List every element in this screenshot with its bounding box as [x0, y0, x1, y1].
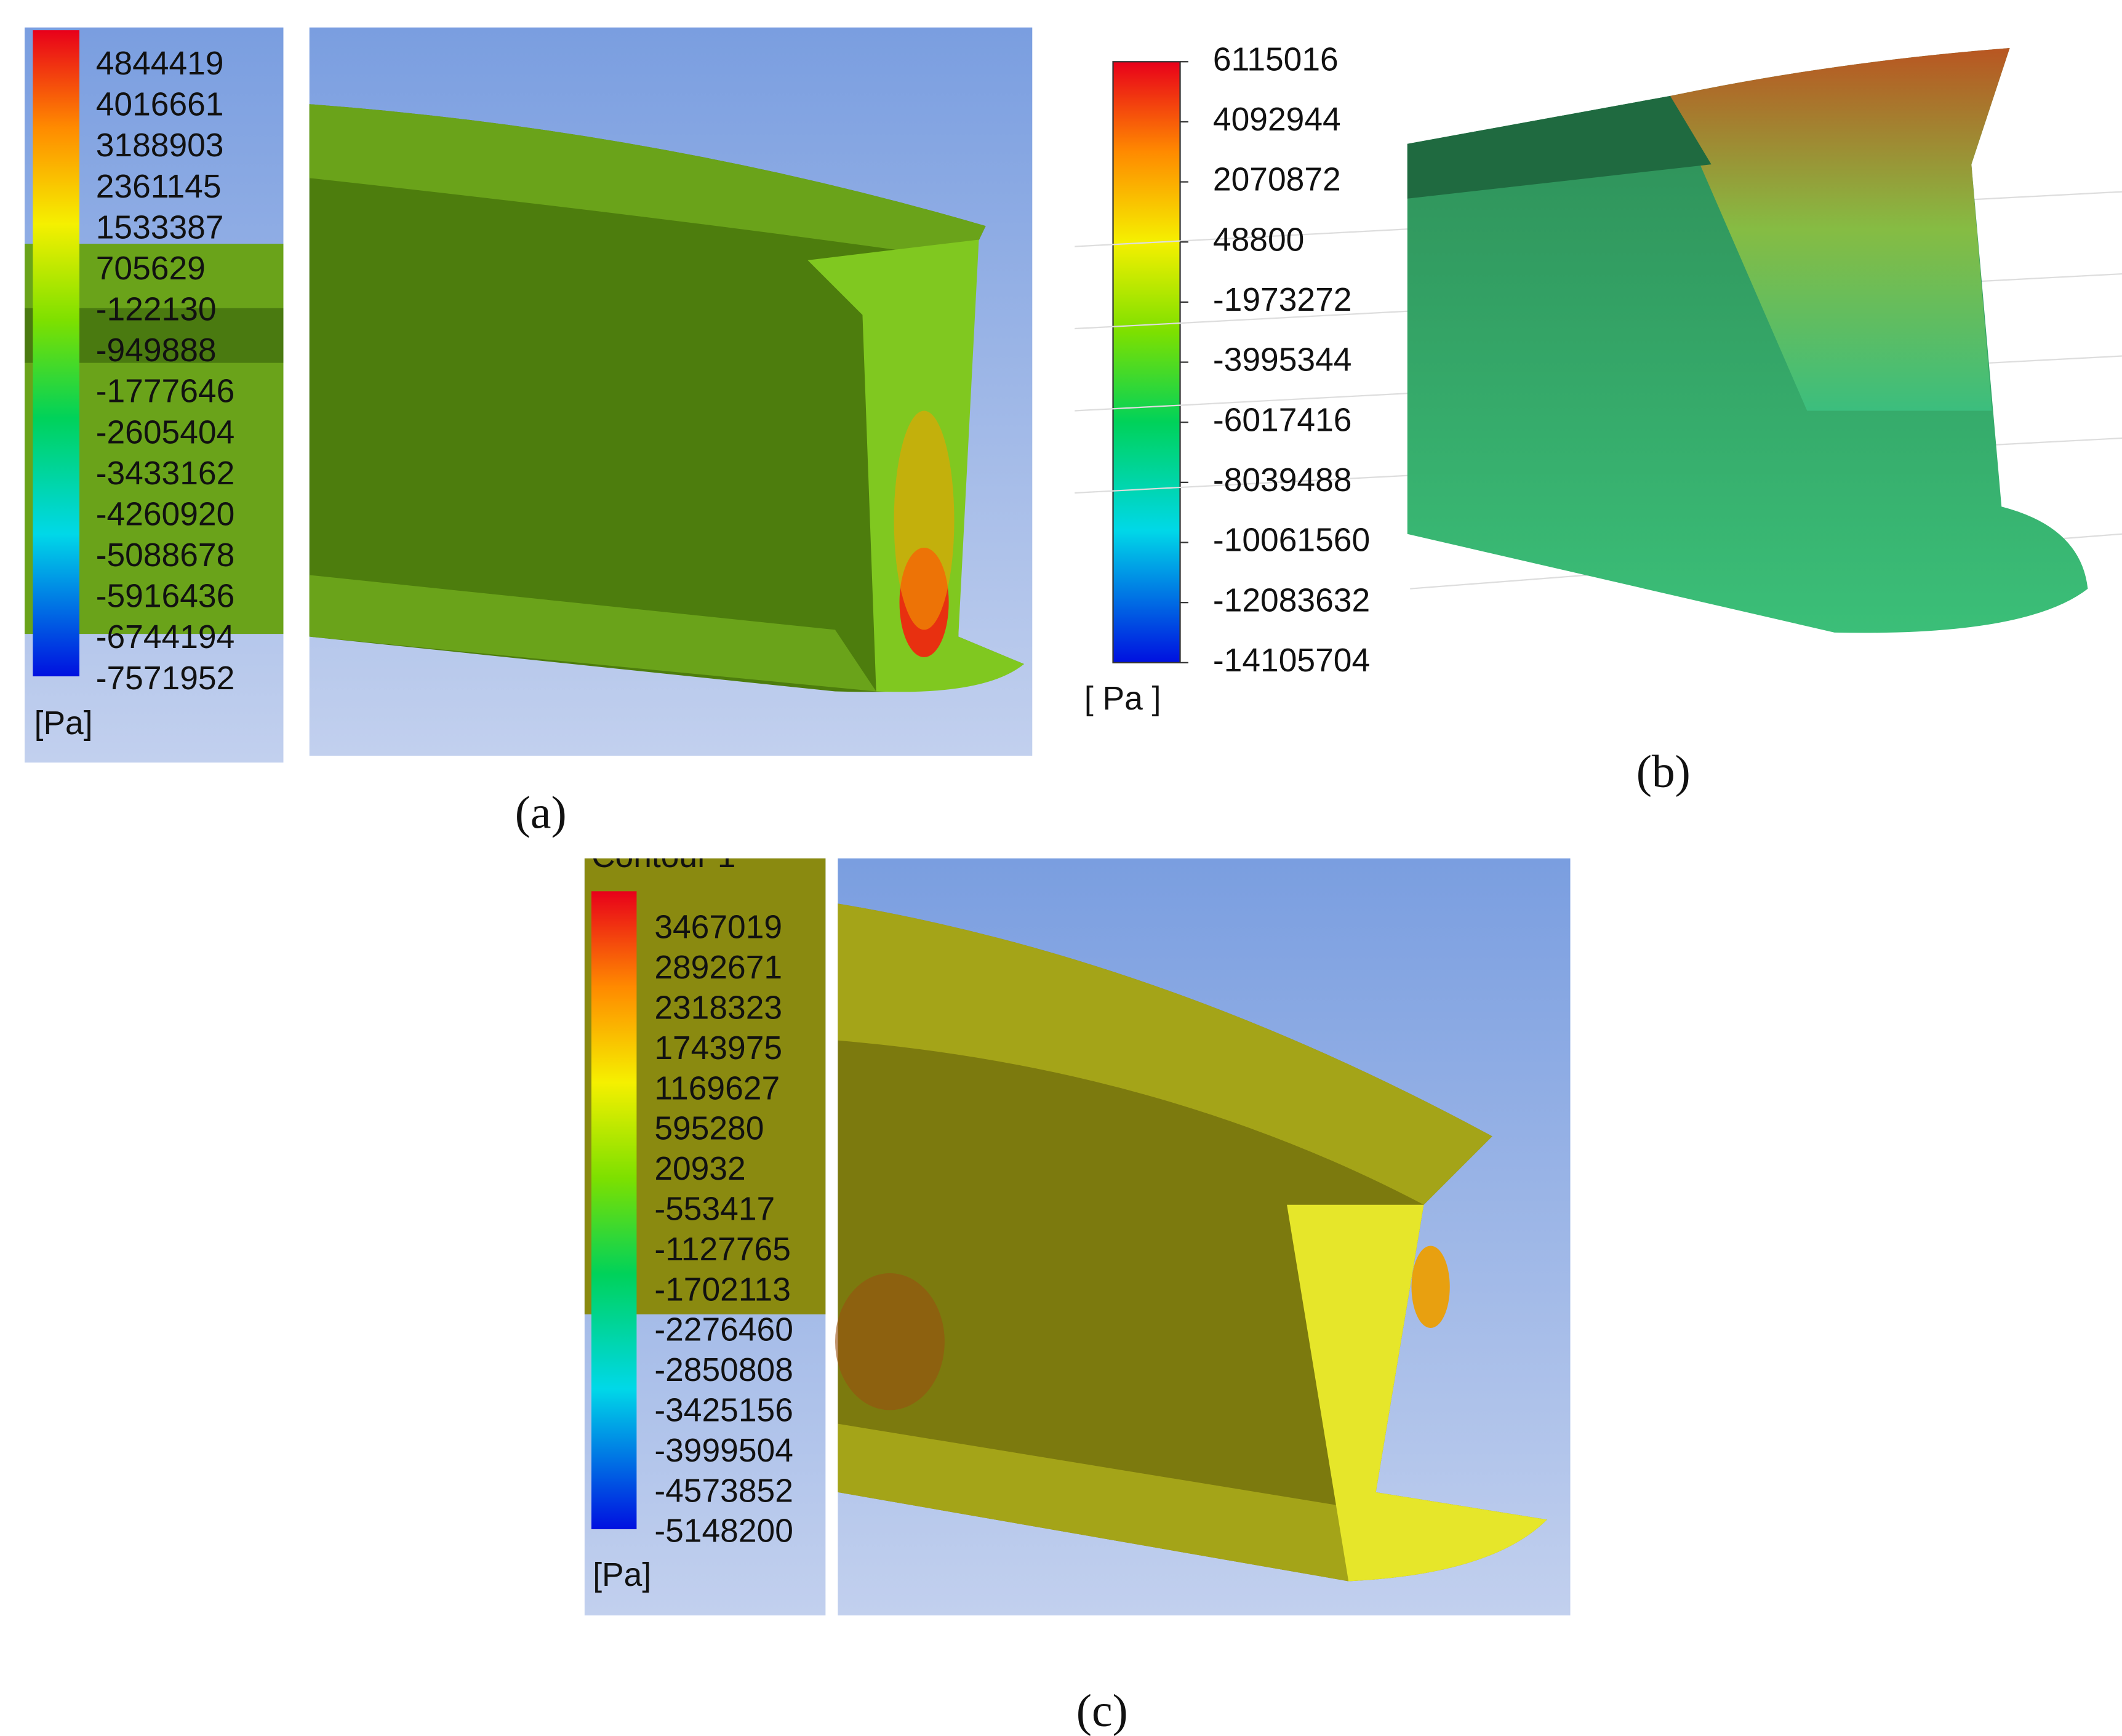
legend-label: 705629 [96, 250, 206, 287]
legend-label: 4844419 [96, 46, 224, 82]
legend-label: 2361145 [96, 169, 222, 205]
legend-label: -3433162 [96, 455, 235, 492]
blade-surface [309, 104, 1024, 692]
legend-label: -5148200 [654, 1513, 793, 1550]
colorbar [1112, 61, 1181, 663]
legend-label: -949888 [96, 332, 217, 369]
panel-caption: (a) [515, 788, 567, 839]
legend-unit: [Pa] [593, 1557, 651, 1593]
legend-label: -1702113 [654, 1271, 791, 1308]
legend-label: -553417 [654, 1191, 775, 1228]
legend-label: 595280 [654, 1111, 764, 1147]
legend-label: -14105704 [1213, 642, 1370, 679]
legend-unit: [ Pa ] [1084, 681, 1161, 717]
legend-label: -4260920 [96, 496, 235, 532]
legend-label: -3995344 [1213, 342, 1352, 378]
panel-caption: (c) [1076, 1686, 1128, 1736]
colorbar [33, 30, 80, 677]
legend-label: -3425156 [654, 1393, 793, 1429]
legend-label: -12083632 [1213, 582, 1370, 618]
shroud [838, 903, 1492, 1205]
legend-label: -4573852 [654, 1473, 793, 1509]
legend-label: -5088678 [96, 537, 235, 574]
legend-label: -7571952 [96, 660, 235, 697]
legend-label: -2276460 [654, 1312, 793, 1348]
legend-label: -2850808 [654, 1352, 793, 1388]
legend-title: Contour 1 [591, 838, 735, 874]
legend-unit: [Pa] [34, 705, 93, 742]
legend-label: 48800 [1213, 222, 1304, 258]
legend-label: 6115016 [1213, 41, 1339, 78]
legend-label: 4092944 [1213, 102, 1341, 138]
legend-label: -5916436 [96, 578, 235, 615]
blade-edge [1287, 1204, 1547, 1582]
hot-spot [1411, 1246, 1450, 1328]
legend-label: -1127765 [654, 1231, 791, 1268]
hub [838, 1423, 1349, 1582]
legend-label: -10061560 [1213, 522, 1370, 559]
legend-label: 2070872 [1213, 162, 1341, 198]
panel-c: (c) 3467019 2892671 2318323 1743975 1169627 5… [584, 838, 1571, 1736]
legend-label: 4016661 [96, 87, 224, 123]
legend-label: 1533387 [96, 209, 224, 246]
legend-label: -2605404 [96, 414, 235, 450]
shroud [309, 104, 986, 260]
legend-label: -8039488 [1213, 462, 1352, 498]
legend-label: -6017416 [1213, 402, 1352, 438]
legend-label: 20932 [654, 1151, 745, 1187]
colorbar [591, 891, 637, 1529]
legend-label: 3467019 [654, 910, 782, 946]
legend-label: -3999504 [654, 1433, 793, 1469]
legend-label: -6744194 [96, 619, 235, 655]
hot-spot [894, 410, 955, 630]
legend-label: -1973272 [1213, 282, 1352, 318]
panel-caption: (b) [1636, 746, 1691, 798]
legend-label: 1169627 [654, 1070, 780, 1106]
panel-b: (b) 6115016 4092944 2070872 48800 -1973272 -3… [1075, 41, 2122, 798]
legend-label: 1743975 [654, 1030, 782, 1066]
shroud [1407, 95, 1712, 199]
hot-spot [835, 1273, 945, 1410]
legend-label: -122130 [96, 292, 217, 328]
legend-label: 2892671 [654, 950, 782, 986]
legend-label: 3188903 [96, 127, 224, 164]
pressure-peak [1670, 48, 2010, 411]
legend-label: -1777646 [96, 374, 235, 410]
panel-a: (a) 4844419 4016661 3188903 2361145 1533387 7… [25, 27, 1033, 839]
hub [309, 575, 876, 692]
legend-label: 2318323 [654, 990, 782, 1026]
